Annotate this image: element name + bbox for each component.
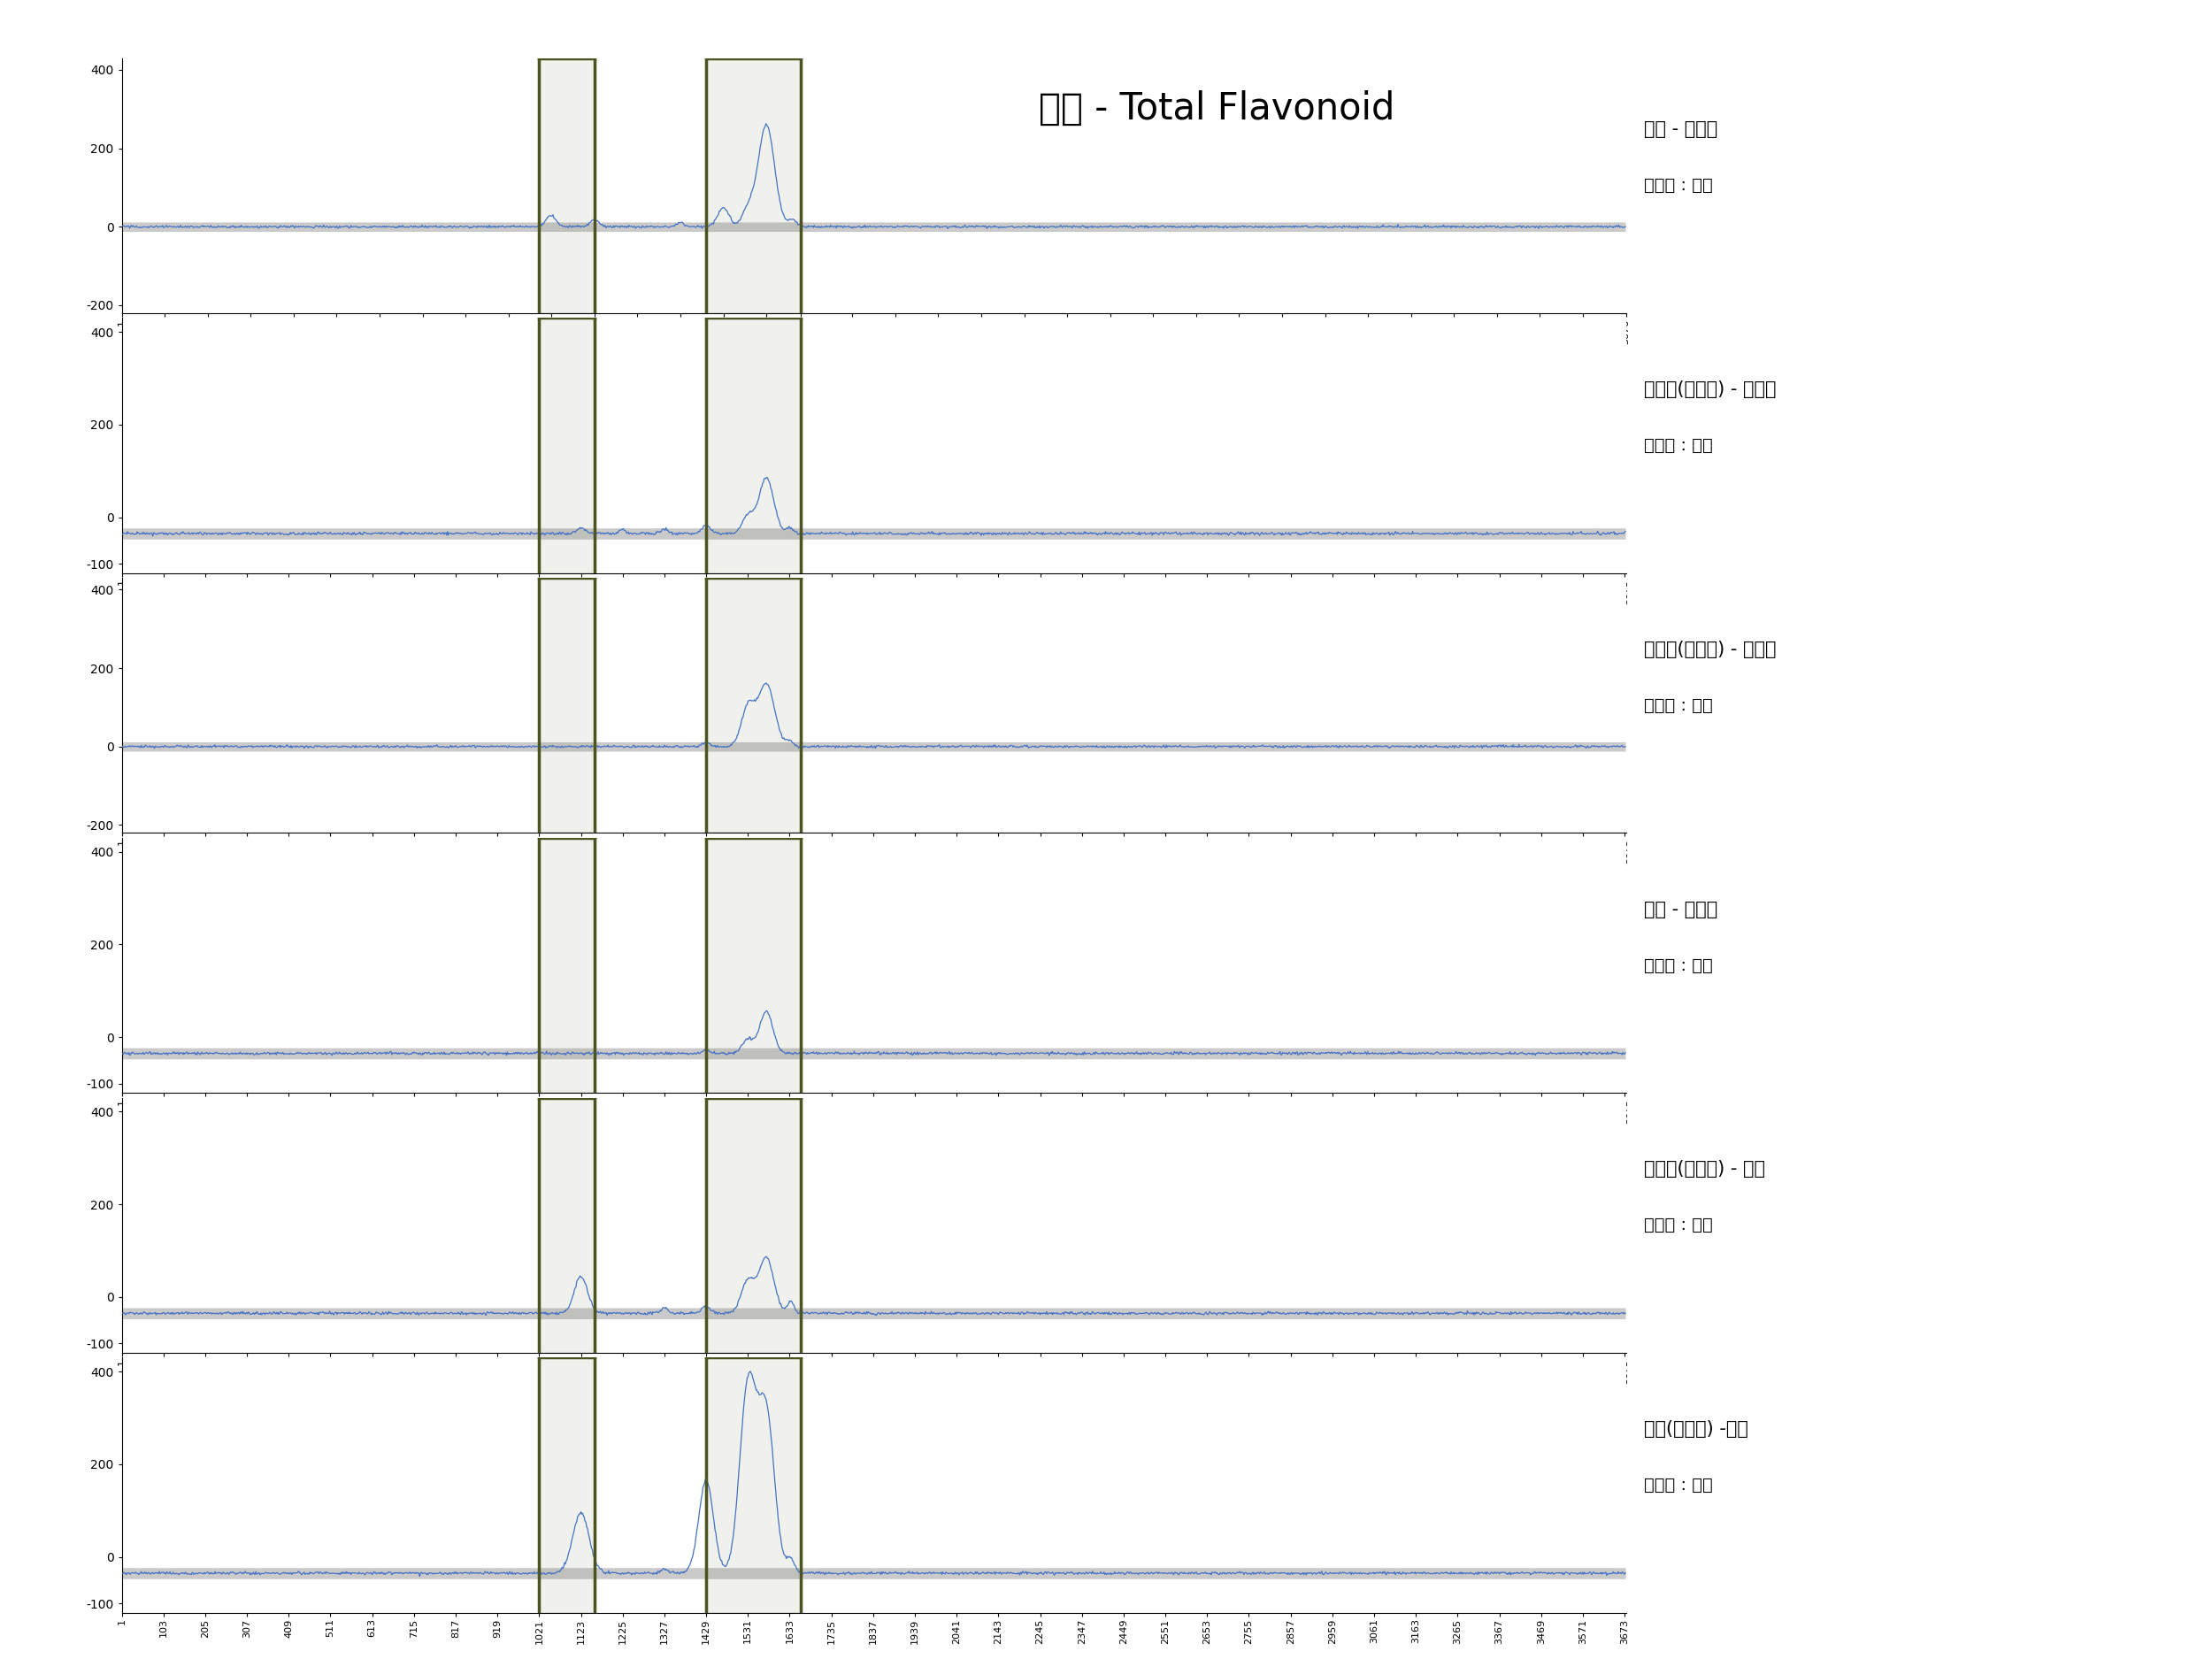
Bar xyxy=(706,1357,801,1613)
Text: 농협(강원도) -관행: 농협(강원도) -관행 xyxy=(1644,1420,1747,1438)
Bar xyxy=(706,577,801,833)
Bar xyxy=(540,1098,595,1352)
Bar xyxy=(706,838,801,1093)
Text: 상추 - Total Flavonoid: 상추 - Total Flavonoid xyxy=(1040,91,1394,128)
Text: 적상추 : 선풍: 적상추 : 선풍 xyxy=(1644,436,1712,455)
Bar xyxy=(706,1098,801,1352)
Text: 적상추 : 선풍: 적상추 : 선풍 xyxy=(1644,697,1712,713)
Text: 적상추 : 선풍: 적상추 : 선풍 xyxy=(1644,957,1712,974)
Bar xyxy=(540,577,595,833)
Text: 적상추 : 선풍: 적상추 : 선풍 xyxy=(1644,1477,1712,1493)
Bar xyxy=(540,58,595,314)
Bar xyxy=(540,838,595,1093)
Text: 남양주(지금동) - 유기농: 남양주(지금동) - 유기농 xyxy=(1644,380,1776,398)
Bar xyxy=(540,319,595,572)
Bar xyxy=(706,319,801,572)
Text: 적상추 : 선풍: 적상추 : 선풍 xyxy=(1644,178,1712,194)
Text: 남양주(신월리) - 유기농: 남양주(신월리) - 유기농 xyxy=(1644,640,1776,659)
Text: 양평 - 유기농: 양평 - 유기농 xyxy=(1644,901,1717,917)
Text: 남양주(신월리) - 관행: 남양주(신월리) - 관행 xyxy=(1644,1160,1765,1178)
Bar xyxy=(706,58,801,314)
Text: 충주 - 유기농: 충주 - 유기농 xyxy=(1644,121,1717,138)
Bar xyxy=(540,1357,595,1613)
Text: 적상추 : 선풍: 적상추 : 선풍 xyxy=(1644,1216,1712,1234)
